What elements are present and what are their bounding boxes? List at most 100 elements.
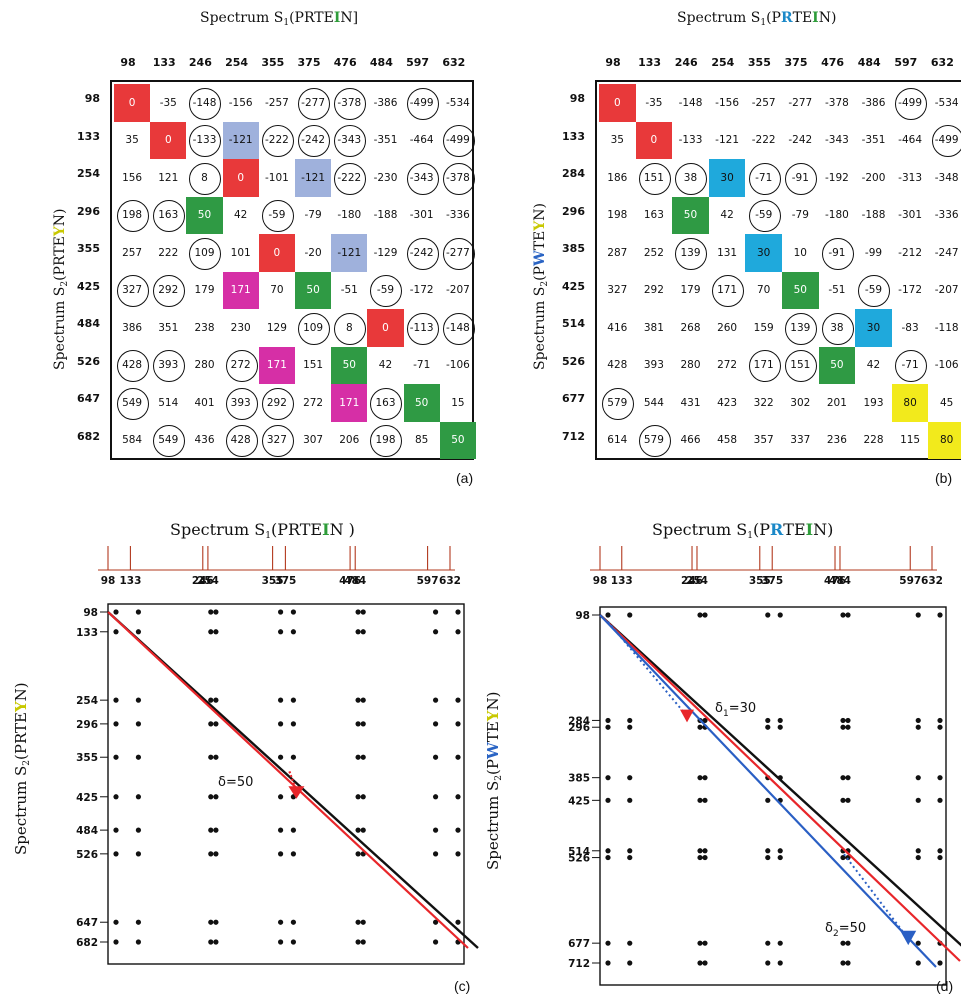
matrix-cell: 50 <box>186 196 223 234</box>
peak-pair-dot <box>213 754 219 760</box>
matrix-cell: -351 <box>861 134 886 147</box>
peak-pair-dot <box>627 960 633 966</box>
peak-pair-dot <box>915 717 921 724</box>
panel-d-tag: (d) <box>936 978 954 994</box>
peak-pair-dot <box>277 794 284 800</box>
column-header: 632 <box>442 56 466 69</box>
matrix-cell: 272 <box>717 359 738 372</box>
matrix-cell: 0 <box>367 309 404 347</box>
x-tick-label: 484 <box>829 575 851 587</box>
matrix-cell: 252 <box>643 246 664 259</box>
matrix-cell: 50 <box>295 271 332 309</box>
peak-pair-dot <box>605 724 611 730</box>
peak-pair-dot <box>135 827 142 833</box>
y-tick-label: 712 <box>568 958 590 970</box>
matrix-cell: 115 <box>900 434 921 447</box>
matrix-cell: -386 <box>373 96 398 109</box>
peak-pair-dot <box>845 797 851 803</box>
matrix-cell: 0 <box>114 84 151 122</box>
matrix-cell: 351 <box>158 321 179 334</box>
row-header: 98 <box>84 92 100 105</box>
peak-pair-dot <box>915 724 921 730</box>
matrix-cell: -91 <box>821 237 855 270</box>
y-tick-label: 682 <box>76 937 98 949</box>
row-header: 682 <box>77 429 100 443</box>
peak-pair-dot <box>213 919 219 925</box>
shift-2-arrow-head <box>900 930 917 946</box>
matrix-cell: -148 <box>189 87 222 120</box>
x-tick-label: 484 <box>344 575 366 587</box>
matrix-cell: -343 <box>824 134 849 147</box>
column-header: 484 <box>369 56 393 69</box>
matrix-cell: -20 <box>304 246 322 259</box>
matrix-cell: -242 <box>788 134 813 147</box>
peak-pair-dot <box>765 940 771 946</box>
column-header: 597 <box>406 56 430 69</box>
matrix-cell: 401 <box>194 396 215 409</box>
peak-pair-dot <box>627 775 633 781</box>
matrix-cell: -59 <box>370 275 403 308</box>
matrix-cell: 238 <box>194 321 215 334</box>
row-header: 284 <box>562 167 585 180</box>
matrix-cell: 514 <box>158 396 179 409</box>
peak-pair-dot <box>290 939 297 945</box>
peak-pair-dot <box>845 724 851 730</box>
peak-pair-dot <box>840 612 846 618</box>
matrix-cell: -277 <box>788 96 813 109</box>
matrix-cell: -257 <box>264 96 289 109</box>
peak-pair-dot <box>290 629 297 635</box>
peak-pair-dot <box>840 717 846 724</box>
peak-pair-dot <box>765 848 771 854</box>
peak-pair-dot <box>113 721 119 727</box>
peak-pair-dot <box>915 775 921 781</box>
peak-pair-dot <box>627 612 633 618</box>
peak-pair-dot <box>113 697 119 703</box>
peak-pair-dot <box>937 612 943 618</box>
row-header: 526 <box>562 354 585 368</box>
matrix-cell: -301 <box>409 209 434 222</box>
panel-b-title: Spectrum S1(PRTEIN) <box>677 10 837 28</box>
matrix-cell: 38 <box>675 162 709 195</box>
panel-d-title: Spectrum S1(PRTEIN) <box>652 520 834 541</box>
peak-pair-dot <box>937 775 943 781</box>
matrix-cell: 139 <box>675 237 708 270</box>
peak-pair-dot <box>915 940 921 946</box>
peak-pair-dot <box>840 724 846 730</box>
peak-pair-dot <box>777 717 783 724</box>
x-tick-label: 597 <box>899 575 921 587</box>
column-header: 375 <box>784 56 808 69</box>
peak-pair-dot <box>113 609 119 615</box>
matrix-cell: -148 <box>678 96 703 109</box>
peak-pair-dot <box>213 609 219 615</box>
matrix-cell: -378 <box>824 96 849 109</box>
peak-pair-dot <box>113 851 119 857</box>
matrix-cell: 171 <box>258 346 295 384</box>
matrix-cell: 30 <box>708 159 746 197</box>
peak-pair-dot <box>845 612 851 618</box>
matrix-cell: 42 <box>866 359 881 372</box>
delta-label: δ=50 <box>218 775 253 790</box>
x-tick-label: 98 <box>101 575 116 587</box>
peak-pair-dot <box>765 724 771 730</box>
peak-pair-dot <box>208 919 214 925</box>
matrix-cell: -207 <box>445 284 470 297</box>
peak-pair-dot <box>360 794 366 800</box>
peak-pair-dot <box>432 827 439 833</box>
y-tick-label: 355 <box>76 752 98 764</box>
peak-pair-dot <box>213 851 219 857</box>
matrix-cell: -499 <box>442 125 475 158</box>
matrix-cell: 163 <box>643 209 664 222</box>
matrix-cell: -386 <box>861 96 886 109</box>
matrix-cell: 50 <box>672 196 709 234</box>
peak-pair-dot <box>915 612 921 618</box>
matrix-cell: 0 <box>258 234 295 272</box>
matrix-cell: 101 <box>230 246 251 259</box>
matrix-cell: 50 <box>818 346 856 384</box>
peak-pair-dot <box>455 851 461 857</box>
peak-pair-dot <box>213 939 219 945</box>
peak-pair-dot <box>702 612 708 618</box>
matrix-cell: 206 <box>339 434 360 447</box>
matrix-cell: -336 <box>934 209 959 222</box>
matrix-cell: 50 <box>403 384 440 422</box>
